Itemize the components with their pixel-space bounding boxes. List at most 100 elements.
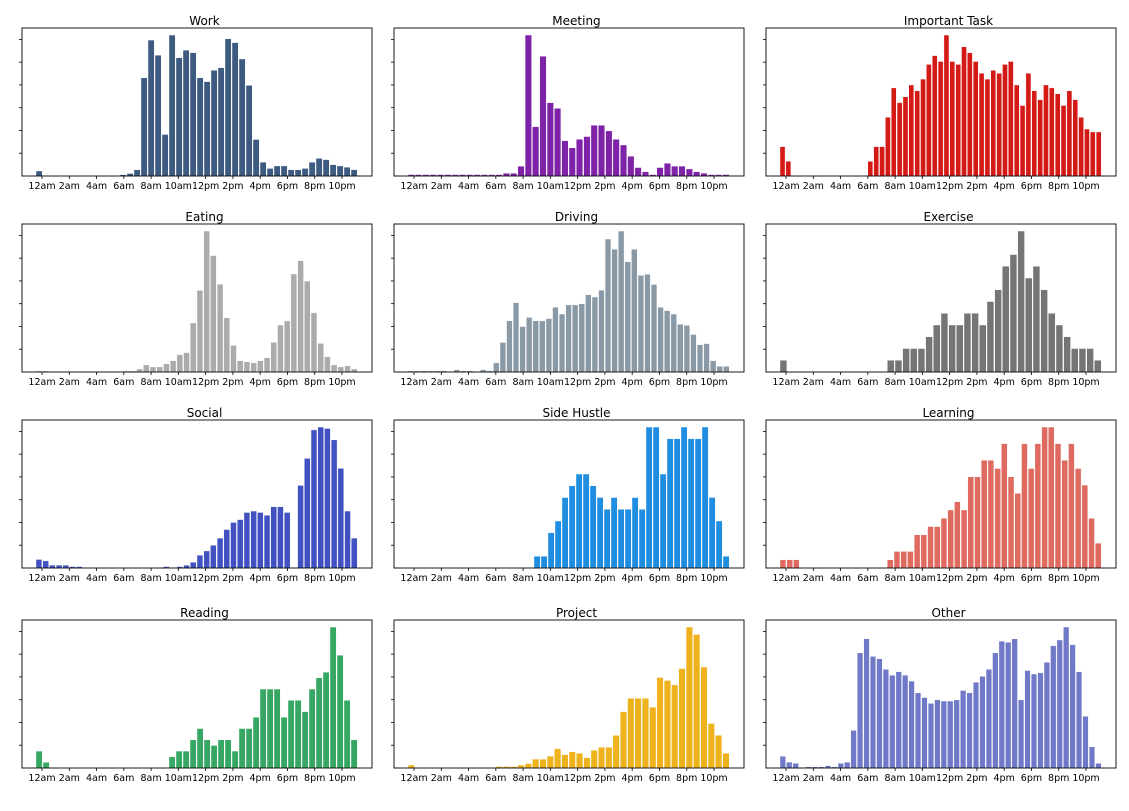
histogram-bar <box>850 730 857 769</box>
x-tick-label: 4pm <box>250 773 271 784</box>
histogram-bar <box>652 426 660 569</box>
x-tick-label: 4am <box>830 573 851 584</box>
x-tick-label: 12am <box>400 377 427 388</box>
histogram-bar <box>216 283 224 373</box>
x-tick-label: 8am <box>885 181 906 192</box>
histogram-bar <box>1028 468 1035 569</box>
histogram-bar <box>203 81 211 177</box>
chart-title: Reading <box>180 606 229 620</box>
histogram-bar <box>1048 313 1056 373</box>
histogram-bar <box>266 168 274 177</box>
histogram-bar <box>656 167 664 177</box>
histogram-bar <box>273 688 281 769</box>
plot-frame <box>393 27 745 177</box>
x-tick-label: 4pm <box>250 573 271 584</box>
histogram-bar <box>330 439 338 569</box>
histogram-bar <box>963 313 972 373</box>
histogram-bar <box>618 230 625 373</box>
histogram-bar <box>336 165 344 177</box>
x-tick-label: 8pm <box>676 377 697 388</box>
histogram-bar <box>947 700 954 769</box>
histogram-bar <box>284 320 291 373</box>
x-tick-label: 6am <box>857 181 878 192</box>
histogram-bar <box>223 529 230 569</box>
histogram-bar <box>263 515 271 569</box>
histogram-bar <box>990 70 997 177</box>
histogram-bar <box>1061 460 1068 569</box>
x-tick-label: 2pm <box>594 573 615 584</box>
histogram-bar <box>690 334 697 373</box>
x-tick-label: 12am <box>772 181 799 192</box>
histogram-bar <box>196 554 204 569</box>
x-tick-label: 4pm <box>622 573 643 584</box>
histogram-bar <box>971 313 979 373</box>
histogram-bar <box>304 280 311 373</box>
histogram-bar <box>290 273 298 373</box>
histogram-bar <box>230 522 237 569</box>
x-tick-label: 10am <box>165 773 192 784</box>
histogram-plot: 12am 2am 4am 6am 8am 10am 12pm 2pm 4pm 6pm 8pm 10pm <box>763 419 1117 584</box>
histogram-bar <box>1078 117 1084 177</box>
x-tick-label: 10pm <box>700 773 727 784</box>
histogram-bar <box>1041 426 1048 569</box>
histogram-bar <box>1031 90 1038 177</box>
histogram-bar <box>230 345 237 373</box>
histogram-bar <box>996 73 1002 177</box>
histogram-bar <box>237 360 244 373</box>
histogram-bar <box>203 550 210 569</box>
histogram-bar <box>1048 426 1055 569</box>
histogram-bar <box>238 58 246 177</box>
histogram-bar <box>696 344 704 373</box>
histogram-bar <box>598 747 605 769</box>
x-tick-label: 4am <box>830 377 851 388</box>
histogram-bar <box>627 698 635 769</box>
histogram-bar <box>656 677 664 769</box>
histogram-bar <box>893 551 901 569</box>
histogram-bar <box>324 356 331 373</box>
x-tick-label: 6pm <box>1021 181 1042 192</box>
histogram-bar <box>547 532 555 569</box>
histogram-bar <box>532 320 539 373</box>
x-tick-label: 12am <box>772 377 799 388</box>
histogram-bar <box>506 320 513 373</box>
chart-title: Meeting <box>552 14 601 28</box>
x-tick-label: 2am <box>59 773 80 784</box>
x-tick-label: 6pm <box>649 181 670 192</box>
histogram-bar <box>940 700 947 769</box>
histogram-bar <box>1088 518 1095 569</box>
x-tick-label: 12pm <box>192 181 219 192</box>
x-tick-label: 12pm <box>192 377 219 388</box>
histogram-bar <box>961 46 967 177</box>
plot-frame <box>765 27 1117 177</box>
histogram-bar <box>657 307 664 373</box>
x-tick-label: 2pm <box>222 181 243 192</box>
histogram-bar <box>994 468 1001 569</box>
histogram-bar <box>297 485 304 569</box>
histogram-bar <box>143 364 150 373</box>
histogram-bar <box>351 537 358 569</box>
x-tick-label: 8pm <box>1048 181 1069 192</box>
x-tick-label: 8pm <box>1048 573 1069 584</box>
histogram-plot: 12am 2am 4am 6am 8am 10am 12pm 2pm 4pm 6pm 8pm 10pm <box>19 27 373 192</box>
histogram-bar <box>1018 699 1025 769</box>
histogram-bar <box>1037 99 1043 177</box>
histogram-bar <box>644 274 651 373</box>
histogram-bar <box>304 458 311 569</box>
histogram-bar <box>715 520 723 569</box>
histogram-bar <box>238 728 246 769</box>
x-tick-label: 4am <box>86 181 107 192</box>
histogram-bar <box>169 360 177 373</box>
histogram-bar <box>894 360 903 373</box>
histogram-bar <box>932 55 938 177</box>
x-tick-label: 6pm <box>277 573 298 584</box>
histogram-bar <box>1019 105 1026 177</box>
histogram-bar <box>337 468 344 569</box>
x-tick-label: 6am <box>857 573 878 584</box>
histogram-bar <box>287 169 295 177</box>
x-tick-label: 4pm <box>994 573 1015 584</box>
histogram-bar <box>344 365 351 373</box>
chart-title: Other <box>931 606 966 620</box>
histogram-bar <box>678 165 686 177</box>
histogram-bar <box>1066 90 1073 177</box>
histogram-bar <box>943 34 950 177</box>
